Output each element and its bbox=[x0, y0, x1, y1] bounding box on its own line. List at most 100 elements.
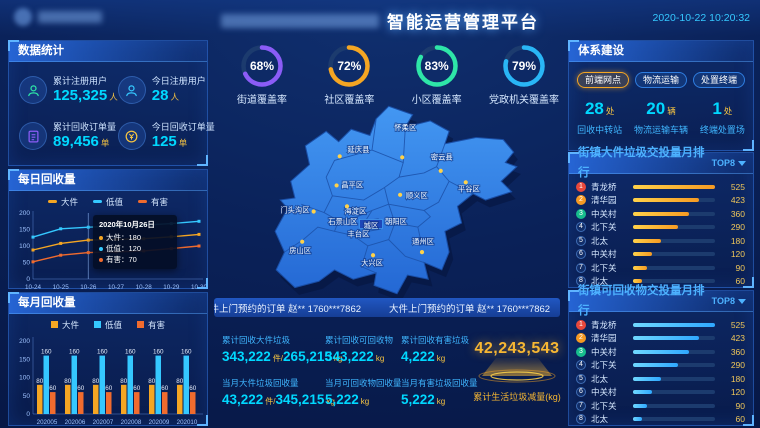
legend-item-低值[interactable]: 低值 bbox=[93, 318, 122, 331]
legend-swatch bbox=[138, 200, 147, 203]
rank-bar-track bbox=[633, 252, 715, 257]
district-label[interactable]: 延庆县 bbox=[346, 144, 370, 155]
system-stat-unit: 处 bbox=[723, 106, 733, 116]
rank-value: 360 bbox=[730, 346, 745, 357]
district-label[interactable]: 顺义区 bbox=[405, 190, 429, 201]
site-marker-dot[interactable] bbox=[300, 239, 305, 244]
svg-text:150: 150 bbox=[19, 356, 30, 363]
legend-item-低值[interactable]: 低值 bbox=[92, 195, 123, 208]
district-label[interactable]: 丰台区 bbox=[346, 228, 370, 239]
district-highlight[interactable] bbox=[359, 219, 383, 229]
panel-bulky-waste-ranking: 街镇大件垃圾交投量月排行 TOP8 1 青龙桥 525 2 清华园 423 3 中关村 360 4… bbox=[568, 147, 754, 288]
stat-unit: 单 bbox=[178, 138, 188, 148]
district-label[interactable]: 大兴区 bbox=[360, 258, 384, 269]
district-label[interactable]: 密云县 bbox=[430, 151, 454, 162]
site-marker-dot[interactable] bbox=[463, 180, 468, 185]
summary-number: 265,215 bbox=[283, 349, 332, 364]
district-label[interactable]: 昌平区 bbox=[340, 180, 364, 191]
summary-unit: kg bbox=[375, 354, 385, 363]
rank-badge: 6 bbox=[576, 387, 586, 398]
legend-label: 低值 bbox=[105, 196, 123, 207]
map-silhouette[interactable] bbox=[274, 105, 518, 295]
system-tab-处置终端[interactable]: 处置终端 bbox=[693, 72, 745, 88]
system-tabs: 前端网点 物流运输 处置终端 bbox=[569, 62, 753, 88]
district-label[interactable]: 石景山区 bbox=[327, 216, 358, 227]
svg-text:160: 160 bbox=[153, 349, 164, 356]
stat-value: 125,325 人 bbox=[53, 87, 118, 104]
site-marker-dot[interactable] bbox=[419, 250, 425, 255]
site-marker-dot[interactable] bbox=[334, 183, 339, 188]
legend-item-有害[interactable]: 有害 bbox=[138, 195, 168, 208]
rank-bar-track bbox=[633, 390, 715, 395]
svg-text:100: 100 bbox=[19, 243, 30, 250]
panel-title-text: 体系建设 bbox=[578, 45, 624, 57]
district-label[interactable]: 海淀区 bbox=[343, 206, 367, 217]
top8-dropdown[interactable]: TOP8 bbox=[712, 153, 746, 173]
district-label[interactable]: 怀柔区 bbox=[393, 122, 417, 133]
rank-bar-track bbox=[633, 349, 715, 354]
top8-dropdown[interactable]: TOP8 bbox=[712, 291, 746, 311]
summary-stat: 当月有害垃圾回收量 5,222 kg bbox=[401, 377, 478, 407]
district-label[interactable]: 城区 bbox=[363, 220, 380, 231]
monthly-chart-area[interactable]: 大件 低值 有害 0 50 100 150 200 80 160 60 202005 80 160 60 2… bbox=[9, 314, 207, 428]
system-tab-前端网点[interactable]: 前端网点 bbox=[577, 72, 629, 88]
rank-bar-track bbox=[633, 403, 715, 408]
ranking-row: 3 中关村 360 bbox=[576, 207, 745, 221]
district-label[interactable]: 朝阳区 bbox=[384, 216, 408, 227]
system-tab-物流运输[interactable]: 物流运输 bbox=[635, 72, 687, 88]
rank-value: 60 bbox=[735, 414, 745, 425]
svg-text:60: 60 bbox=[161, 385, 169, 392]
district-label[interactable]: 房山区 bbox=[288, 245, 312, 256]
legend-label: 大件 bbox=[61, 319, 79, 330]
rank-bar-track bbox=[633, 238, 715, 243]
rank-bar-fill bbox=[633, 322, 715, 327]
beijing-district-map[interactable]: 延庆县 怀柔区密云县昌平区顺义区 平谷区门头沟区 海淀区 石景山区 城区 朝阳区丰台区房山区… bbox=[272, 100, 522, 302]
svg-text:80: 80 bbox=[148, 378, 156, 385]
summary-label: 当月有害垃圾回收量 bbox=[401, 378, 478, 388]
coverage-gauge: 72% 社区覆盖率 bbox=[307, 44, 391, 110]
site-marker-dot[interactable] bbox=[398, 192, 403, 197]
site-marker-dot[interactable] bbox=[344, 204, 350, 209]
stat-text: 累计回收订单量 89,456 单 bbox=[53, 120, 116, 152]
rank-value: 180 bbox=[730, 373, 745, 384]
district-label[interactable]: 平谷区 bbox=[457, 184, 481, 195]
stat-value: 125 单 bbox=[151, 133, 188, 150]
svg-text:10-30: 10-30 bbox=[191, 284, 207, 291]
tooltip-series-dot bbox=[99, 235, 103, 240]
rank-name: 中关村 bbox=[591, 249, 617, 260]
legend-label: 有害 bbox=[151, 196, 169, 207]
stat-card: 今日注册用户 28 人 bbox=[117, 74, 215, 106]
site-marker-dot[interactable] bbox=[311, 209, 316, 214]
legend-item-大件[interactable]: 大件 bbox=[50, 318, 79, 331]
panel-title-text: 街镇可回收物交投量月排行 bbox=[578, 285, 705, 317]
svg-text:0: 0 bbox=[26, 276, 30, 283]
summary-number: 343,222 bbox=[222, 349, 271, 364]
rank-bar-track bbox=[633, 211, 715, 216]
legend-label: 大件 bbox=[60, 196, 78, 207]
top8-label: TOP8 bbox=[711, 296, 735, 306]
svg-text:0: 0 bbox=[26, 411, 30, 418]
legend-item-有害[interactable]: 有害 bbox=[137, 318, 165, 331]
panel-daily-recycling: 每日回收量 大件 低值 有害 0 50 100 150 200 10-24 10-25 10-26… bbox=[8, 169, 208, 291]
rank-bar-fill bbox=[633, 252, 652, 257]
site-marker-dot[interactable] bbox=[400, 155, 405, 160]
rank-bar-fill bbox=[633, 184, 715, 189]
district-label[interactable]: 通州区 bbox=[411, 236, 435, 247]
site-marker-dot[interactable] bbox=[438, 168, 443, 173]
rank-bar-track bbox=[633, 376, 715, 381]
daily-chart-area[interactable]: 大件 低值 有害 0 50 100 150 200 10-24 10-25 10-26 10-27 1… bbox=[9, 191, 207, 297]
panel-title-text: 每日回收量 bbox=[18, 174, 76, 186]
summary-stat: 当月大件垃圾回收量 43,222 件/345,215 kg bbox=[222, 377, 335, 407]
summary-label: 累计回收有害垃圾 bbox=[401, 335, 470, 345]
svg-text:50: 50 bbox=[23, 393, 31, 400]
caret-down-icon bbox=[738, 160, 746, 166]
site-marker-dot[interactable] bbox=[370, 253, 376, 258]
daily-chart-legend: 大件 低值 有害 bbox=[9, 191, 207, 208]
summary-stat: 累计回收大件垃圾 343,222 件/265,215 kg bbox=[222, 334, 342, 364]
panel-system-construction: 体系建设 前端网点 物流运输 处置终端 28 处回收中转站 20 辆物流运输车辆 1 处终端处… bbox=[568, 40, 754, 151]
legend-item-大件[interactable]: 大件 bbox=[47, 195, 78, 208]
site-marker-dot[interactable] bbox=[337, 154, 342, 159]
district-label[interactable]: 门头沟区 bbox=[279, 204, 310, 215]
monthly-bar-chart[interactable]: 0 50 100 150 200 80 160 60 202005 80 160 60 202006 80… bbox=[9, 331, 207, 428]
stat-card: 累计回收订单量 89,456 单 bbox=[19, 120, 118, 152]
